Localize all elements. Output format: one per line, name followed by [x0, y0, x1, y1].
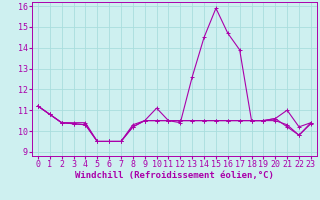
X-axis label: Windchill (Refroidissement éolien,°C): Windchill (Refroidissement éolien,°C) [75, 171, 274, 180]
